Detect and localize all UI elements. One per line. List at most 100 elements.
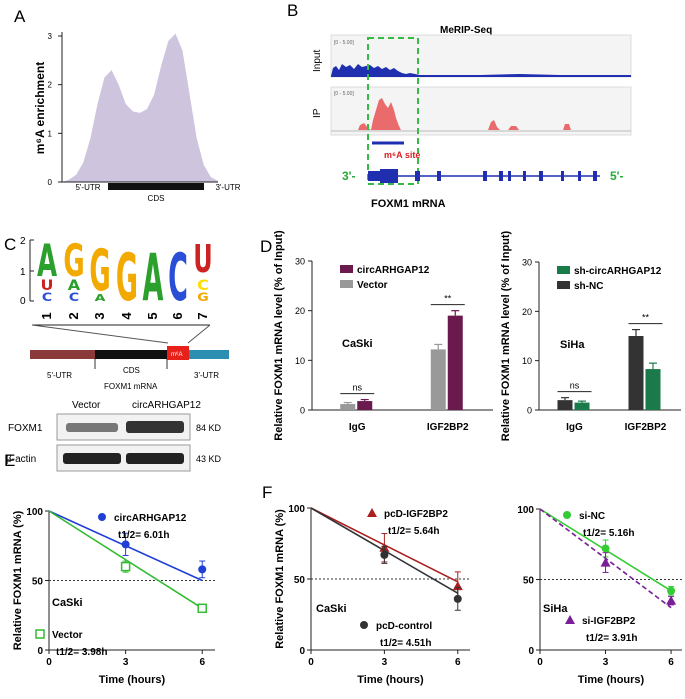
cell-line-label: CaSki [52,597,83,609]
y-tick-label: 0 [299,646,305,657]
category-label: IgG [349,422,366,433]
panel-b-merip: MeRIP-Seq Input IP [0 - 5.00] [0 - 5.00]… [312,25,632,210]
track-ip-scale: [0 - 5.00] [334,91,354,97]
blot-header-vector: Vector [72,400,101,411]
bar [357,401,373,410]
logo-pos-label: 5 [145,312,160,319]
logo-ytick-0: 0 [20,296,26,307]
mrna-m6a [167,346,189,360]
panel-f-caski-chart: 0 50 100 0 3 6 pcD-IGF2BP2 t1/2= 5.64h pcD-contr… [274,504,470,686]
data-point [121,540,130,549]
blot-kd-actin: 43 KD [196,454,222,464]
y-tick-label: 20 [295,306,305,316]
segment-cds: CDS [123,366,140,375]
blot-kd-foxm1: 84 KD [196,423,222,433]
category-label: IgG [566,422,583,433]
y-tick-label: 10 [295,356,305,366]
data-point [667,586,676,595]
zoom-line-left [31,324,169,344]
data-point [666,595,677,605]
track-input-label: Input [312,50,323,72]
segment-3utr: 3'-UTR [194,371,219,380]
legend-label: circARHGAP12 [114,513,187,524]
zoom-line-right [187,324,211,344]
half-life-label: t1/2= 4.51h [380,638,431,649]
mrna-cds [95,350,167,359]
input-coverage [331,64,631,77]
half-life-label: t1/2= 3.91h [586,633,637,644]
y-tick-label: 50 [32,577,44,588]
x-region-label: 5'-UTR [75,183,100,192]
logo-pos3-A: A [95,292,107,303]
x-tick-label: 6 [668,657,674,668]
bar [557,400,573,410]
legend-label: si-NC [579,511,605,522]
enrichment-area [62,33,218,182]
cell-line-label: SiHa [543,603,568,615]
legend-label: si-IGF2BP2 [582,616,636,627]
logo-ytick-1: 1 [20,267,26,278]
x-tick-label: 0 [308,657,314,668]
data-point [197,603,207,614]
gene-name: FOXM1 mRNA [371,198,446,210]
mrna-5utr [30,350,95,359]
motif-gene-name: FOXM1 mRNA [104,382,158,391]
half-life-label: t1/2= 3.98h [56,647,107,658]
blot-header-circ: circARHGAP12 [132,400,201,411]
logo-pos1-A: A [37,235,57,287]
blot-row-foxm1: FOXM1 [8,423,43,434]
category-label: IGF2BP2 [427,422,469,433]
half-life-label: t1/2= 6.01h [118,530,169,541]
half-life-label: t1/2= 5.64h [388,526,439,537]
legend-swatch [340,265,353,273]
y-tick-label: 0 [300,406,305,416]
logo-pos2-A: A [68,277,81,294]
legend-swatch [557,266,570,274]
logo-pos7-G: G [197,290,208,303]
y-tick-label: 0 [528,646,534,657]
half-life-label: t1/2= 5.16h [583,528,634,539]
logo-pos-label: 2 [66,312,81,319]
blot-band-actin-vector [63,453,121,464]
data-point [35,629,45,639]
logo-ytick-2: 2 [20,236,26,247]
y-tick-label: 30 [295,257,305,267]
y-tick-label: 0 [48,178,53,187]
data-point [380,550,389,559]
m6a-site-label: m⁶A site [384,150,420,160]
x-tick-label: 3 [603,657,609,668]
data-point [600,557,611,567]
data-point [367,508,377,517]
data-point [360,621,368,629]
merip-title: MeRIP-Seq [440,25,492,36]
panel-a-chart: 0 1 2 3 5'-UTR CDS 3'-UTR m⁶A enrichment [33,32,241,203]
blot-row-actin: β-actin [6,454,36,465]
bar [447,315,463,410]
data-point [453,594,462,603]
cell-line-label: CaSki [342,338,373,350]
sig-label: ns [352,383,362,393]
y-tick-label: 1 [48,129,53,138]
legend-label: sh-circARHGAP12 [574,266,662,277]
x-axis-label: Time (hours) [357,674,424,686]
logo-pos2-G: G [63,235,84,287]
data-point [563,511,571,519]
bar [574,402,590,410]
blot-band-foxm1-circ [126,421,184,433]
segment-m6a: m⁶A [171,351,182,358]
logo-pos1-U: U [41,277,54,294]
cds-bar [108,183,204,190]
sig-label: ** [642,313,650,323]
track-ip-label: IP [312,108,323,118]
x-tick-label: 0 [46,657,52,668]
legend-label: Vector [52,630,83,641]
m6a-site-highlight [367,37,419,185]
logo-pos2-C: C [69,290,79,303]
logo-pos7-C: C [197,277,209,294]
y-tick-label: 20 [522,307,532,317]
bar [628,336,644,410]
logo-pos-label: 4 [119,312,134,320]
y-axis-label: Relative FOXM1 mRNA level (% of Input) [500,230,512,441]
legend-label: sh-NC [574,281,603,292]
legend-swatch [340,280,353,288]
